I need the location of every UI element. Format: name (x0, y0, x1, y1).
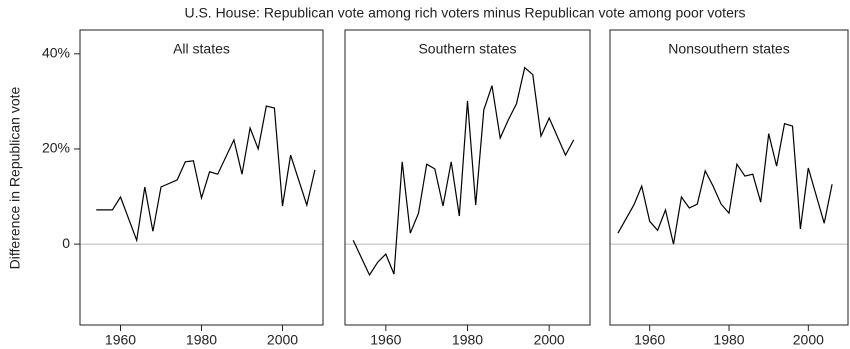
y-tick-label: 40% (42, 44, 70, 60)
data-line (96, 105, 316, 243)
panel-title: Southern states (418, 41, 516, 57)
chart-title: U.S. House: Republican vote among rich v… (184, 5, 745, 21)
y-tick-label: 20% (42, 140, 70, 156)
data-line (617, 122, 833, 245)
data-line (352, 66, 575, 277)
x-tick-label: 1960 (105, 332, 136, 348)
panel-frame (344, 29, 591, 326)
x-tick-label: 1980 (186, 332, 217, 348)
x-tick-label: 2000 (534, 332, 565, 348)
x-tick-label: 1980 (452, 332, 483, 348)
panel-title: Nonsouthern states (668, 41, 789, 57)
panel-title: All states (173, 41, 230, 57)
x-tick-label: 1980 (713, 332, 744, 348)
y-tick-label: 0 (62, 235, 70, 251)
x-tick-label: 1960 (370, 332, 401, 348)
x-tick-label: 2000 (267, 332, 298, 348)
x-tick-label: 2000 (793, 332, 824, 348)
y-axis-label: Difference in Republican vote (7, 86, 23, 269)
x-tick-label: 1960 (634, 332, 665, 348)
panel-frame (609, 29, 849, 326)
